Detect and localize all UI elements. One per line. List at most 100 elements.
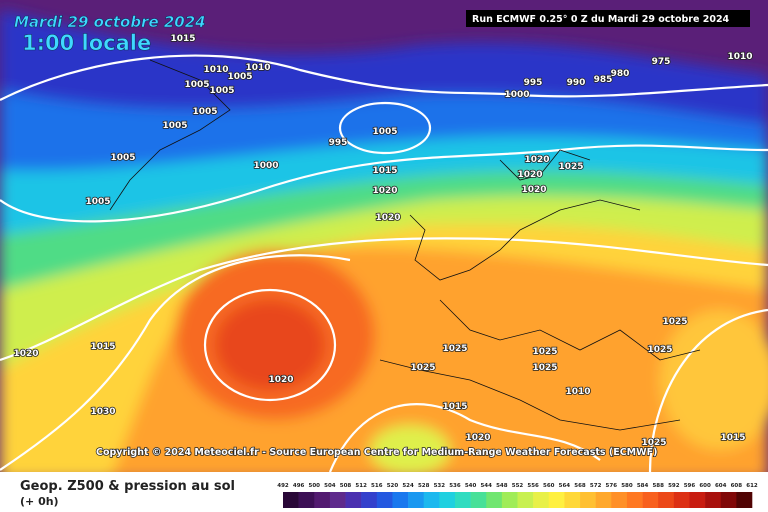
- scale-label: 520: [387, 483, 399, 489]
- coastlines: [109, 59, 701, 431]
- scale-swatch: [439, 492, 456, 508]
- isobar-label: 1005: [162, 121, 187, 131]
- isobar-label: 980: [611, 69, 630, 79]
- scale-label: 576: [606, 483, 618, 489]
- isobar-label: 1020: [372, 186, 397, 196]
- isobar-label: 1015: [170, 34, 195, 44]
- isobar-label: 1020: [13, 349, 38, 359]
- scale-label: 508: [340, 483, 352, 489]
- scale-swatch: [486, 492, 503, 508]
- scale-label: 592: [668, 483, 680, 489]
- scale-swatch: [345, 492, 362, 508]
- scale-label: 580: [621, 483, 633, 489]
- scale-swatch: [533, 492, 550, 508]
- scale-label: 568: [574, 483, 586, 489]
- color-scale: 492 496 500 504 508 512 516 520 524 528 532 536 540 5…: [277, 483, 758, 508]
- isobar-label: 1005: [209, 86, 234, 96]
- scale-label: 572: [590, 483, 602, 489]
- run-info: Run ECMWF 0.25° 0 Z du Mardi 29 octobre …: [472, 14, 730, 25]
- scale-label: 512: [355, 483, 367, 489]
- scale-label: 560: [543, 483, 555, 489]
- date: Mardi 29 octobre 2024: [14, 13, 206, 31]
- scale-swatch: [548, 492, 565, 508]
- scale-swatch: [658, 492, 675, 508]
- scale-swatch: [720, 492, 737, 508]
- scale-swatch: [705, 492, 722, 508]
- isobar-label: 1025: [647, 345, 672, 355]
- isobar-label: 1020: [268, 375, 293, 385]
- scale-label: 548: [496, 483, 508, 489]
- isobar-label: 1020: [465, 433, 490, 443]
- isobar-label: 1020: [524, 155, 549, 165]
- scale-swatch: [283, 492, 299, 508]
- isobar-label: 990: [567, 78, 586, 88]
- scale-label: 528: [418, 483, 430, 489]
- isobar-label: 1015: [372, 166, 397, 176]
- scale-label: 604: [715, 483, 727, 489]
- scale-swatch: [454, 492, 471, 508]
- isobar-label: 1005: [110, 153, 135, 163]
- scale-swatch: [408, 492, 424, 508]
- isobar-label: 995: [524, 78, 543, 88]
- isobar-label: 1010: [203, 65, 228, 75]
- isobar-label: 1015: [442, 402, 467, 412]
- scale-swatch: [470, 492, 487, 508]
- isobars: [0, 54, 768, 472]
- isobar-label: 1025: [532, 347, 557, 357]
- scale-swatch: [580, 492, 596, 508]
- scale-label: 540: [465, 483, 477, 489]
- isobar-label: 1005: [184, 80, 209, 90]
- scale-swatch: [673, 492, 690, 508]
- isobar-label: 1025: [410, 363, 435, 373]
- isobar-label: 1025: [442, 344, 467, 354]
- scale-label: 564: [559, 483, 571, 489]
- scale-swatch: [501, 492, 518, 508]
- scale-swatch: [689, 492, 706, 508]
- scale-label: 504: [324, 483, 336, 489]
- scale-label: 584: [637, 483, 649, 489]
- scale-swatch: [564, 492, 581, 508]
- isobar-label: 975: [652, 57, 671, 67]
- scale-label: 536: [449, 483, 461, 489]
- copyright: Copyright © 2024 Meteociel.fr - Source E…: [96, 447, 657, 458]
- scale-label: 588: [652, 483, 664, 489]
- scale-label: 496: [293, 483, 305, 489]
- scale-label: 500: [309, 483, 321, 489]
- isobar-label: 985: [594, 75, 613, 85]
- isobar-label: 1010: [565, 387, 590, 397]
- run-box: [466, 10, 750, 27]
- scale-swatch: [642, 492, 659, 508]
- scale-label: 608: [731, 483, 743, 489]
- scale-label: 516: [371, 483, 383, 489]
- field: [0, 0, 768, 472]
- scale-label: 532: [434, 483, 446, 489]
- isobar-label: 1005: [227, 72, 252, 82]
- isobar-label: 1015: [90, 342, 115, 352]
- time: 1:00 locale: [22, 31, 151, 55]
- isobar-label: 995: [329, 138, 348, 148]
- legend-title: Geop. Z500 & pression au sol: [20, 479, 235, 494]
- isobar-label: 1015: [720, 433, 745, 443]
- scale-swatch: [595, 492, 612, 508]
- scale-label: 524: [402, 483, 414, 489]
- scale-swatch: [361, 492, 378, 508]
- legend-subtitle: (+ 0h): [20, 495, 59, 508]
- scale-label: 596: [684, 483, 696, 489]
- scale-swatch: [736, 492, 753, 508]
- isobar-label: 1000: [504, 90, 529, 100]
- scale-swatch: [423, 492, 440, 508]
- scale-label: 492: [277, 483, 289, 489]
- isobar-label: 1020: [375, 213, 400, 223]
- isobar-label: 1020: [521, 185, 546, 195]
- isobar-label: 1025: [532, 363, 557, 373]
- scale-swatch: [298, 492, 315, 508]
- scale-label: 556: [527, 483, 539, 489]
- isobar-label: 1000: [253, 161, 278, 171]
- isobar-label: 1025: [662, 317, 687, 327]
- isobar-label: 1005: [192, 107, 217, 117]
- scale-swatch: [611, 492, 628, 508]
- scale-swatch: [626, 492, 643, 508]
- scale-label: 612: [746, 483, 758, 489]
